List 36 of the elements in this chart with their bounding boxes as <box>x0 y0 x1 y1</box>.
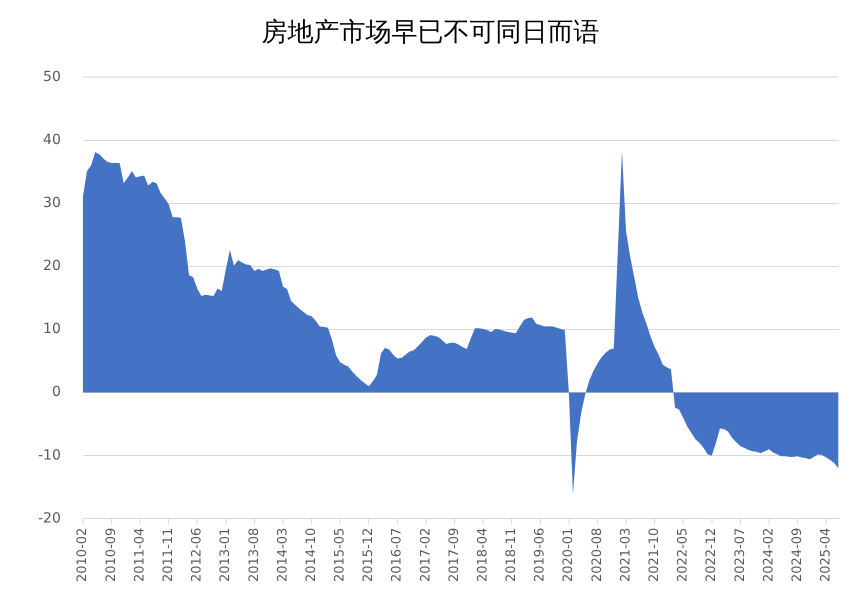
y-tick-label: 0 <box>52 384 61 400</box>
x-tick-label: 2020-08 <box>590 528 605 582</box>
x-tick-label: 2013-01 <box>218 528 234 582</box>
chart-title: 房地产市场早已不可同日而语 <box>262 17 600 48</box>
x-tick-label: 2021-10 <box>646 528 662 582</box>
x-tick-label: 2020-01 <box>561 528 576 582</box>
x-tick-label: 2021-03 <box>618 528 634 582</box>
y-tick-label: -20 <box>38 510 61 526</box>
y-tick-label: 10 <box>43 321 61 338</box>
x-tick-label: 2022-05 <box>676 528 691 582</box>
x-tick-label: 2010-02 <box>75 528 90 582</box>
y-tick-label: -10 <box>38 447 61 464</box>
y-tick-label: 20 <box>43 258 61 274</box>
x-tick-label: 2016-07 <box>390 528 405 582</box>
x-tick-label: 2022-12 <box>704 528 720 582</box>
x-tick-label: 2018-04 <box>475 528 490 582</box>
x-tick-label: 2018-11 <box>504 528 520 582</box>
x-tick-label: 2010-09 <box>104 528 119 582</box>
y-tick-label: 30 <box>43 194 61 211</box>
x-tick-label: 2015-05 <box>332 528 348 582</box>
x-tick-label: 2015-12 <box>361 528 376 582</box>
x-tick-label: 2014-10 <box>304 528 319 582</box>
x-tick-label: 2017-02 <box>418 528 434 582</box>
x-tick-label: 2014-03 <box>275 528 290 582</box>
x-tick-label: 2025-04 <box>818 528 834 582</box>
x-tick-label: 2017-09 <box>446 528 462 582</box>
x-tick-label: 2019-06 <box>532 528 548 582</box>
x-tick-label: 2024-02 <box>761 528 776 582</box>
x-tick-label: 2013-08 <box>246 528 262 582</box>
y-tick-label: 50 <box>43 68 61 85</box>
x-tick-label: 2011-04 <box>132 528 148 582</box>
x-tick-label: 2011-11 <box>161 528 176 582</box>
y-tick-label: 40 <box>43 132 61 148</box>
x-tick-label: 2012-06 <box>190 528 205 582</box>
x-tick-label: 2023-07 <box>732 528 748 582</box>
x-tick-label: 2024-09 <box>790 528 805 582</box>
